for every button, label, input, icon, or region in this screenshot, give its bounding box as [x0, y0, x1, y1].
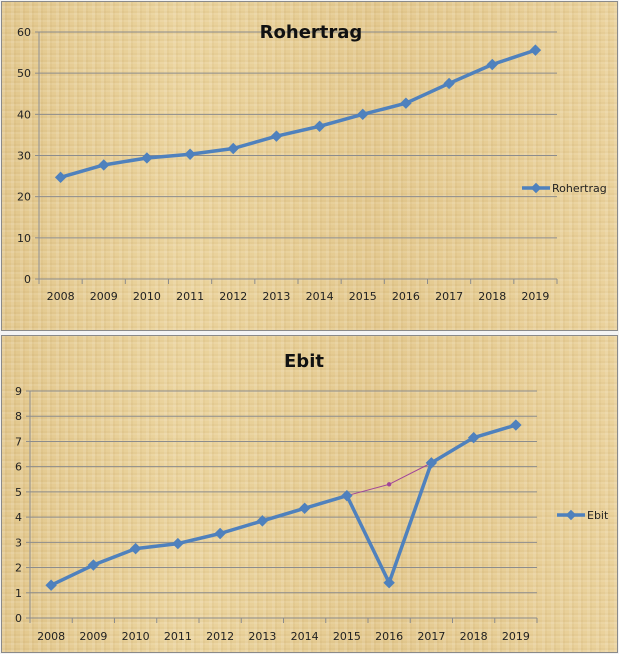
y-tick-label: 30	[17, 150, 31, 163]
data-marker	[54, 171, 67, 184]
y-tick-label: 60	[17, 26, 31, 39]
x-tick-label: 2014	[291, 630, 319, 643]
data-marker	[341, 489, 353, 502]
y-tick-label: 5	[15, 486, 22, 499]
y-tick-label: 50	[17, 67, 31, 80]
ebit-chart-panel: 0 1 2 3 4 5 6 7 8 9 2008 2009 2010 2011 2012 2013 2014 20…	[1, 335, 618, 653]
data-marker	[98, 159, 110, 171]
x-tick-label: 2011	[176, 290, 204, 303]
data-marker	[270, 130, 283, 142]
x-tick-label: 2013	[262, 290, 290, 303]
chart-title: Rohertrag	[260, 22, 363, 43]
y-tick-label: 3	[15, 536, 22, 549]
series-line	[60, 48, 536, 180]
x-tick-label: 2017	[435, 290, 463, 303]
data-marker	[129, 542, 142, 555]
x-tick-label: 2015	[349, 290, 377, 303]
x-tick-label: 2018	[478, 290, 506, 303]
legend-marker-icon	[530, 182, 542, 194]
x-tick-label: 2009	[79, 630, 107, 643]
data-marker	[486, 58, 498, 71]
data-marker	[313, 120, 326, 132]
x-tick-label: 2018	[460, 630, 488, 643]
data-marker	[425, 457, 438, 469]
chart-title: Ebit	[284, 351, 324, 372]
x-tick-label: 2010	[122, 630, 150, 643]
annotation-marker	[386, 482, 392, 487]
y-tick-label: 2	[15, 562, 22, 575]
y-tick-label: 9	[15, 385, 22, 398]
x-tick-label: 2011	[164, 630, 192, 643]
legend-label: Ebit	[587, 509, 609, 522]
data-marker	[467, 431, 480, 444]
data-marker	[227, 142, 239, 155]
series-line	[50, 423, 517, 587]
x-tick-label: 2016	[375, 630, 403, 643]
x-tick-label: 2008	[37, 630, 65, 643]
y-tick-label: 1	[15, 587, 22, 600]
x-tick-label: 2016	[392, 290, 420, 303]
y-tick-label: 6	[15, 461, 22, 474]
x-tick-label: 2009	[90, 290, 118, 303]
data-marker	[383, 576, 395, 589]
y-tick-label: 7	[15, 435, 22, 448]
data-marker	[45, 579, 57, 591]
data-marker	[141, 152, 153, 164]
y-tick-label: 4	[15, 511, 22, 524]
legend-marker-icon	[565, 509, 577, 521]
x-tick-label: 2019	[502, 630, 530, 643]
x-tick-label: 2012	[206, 630, 234, 643]
x-tick-label: 2012	[219, 290, 247, 303]
y-tick-label: 20	[17, 191, 31, 204]
y-tick-label: 40	[17, 108, 31, 121]
x-tick-label: 2010	[133, 290, 161, 303]
rohertrag-chart: 0 10 20 30 40 50 60 2008 2009 2010 2011 2012 2013 201…	[17, 22, 607, 303]
x-tick-label: 2019	[521, 290, 549, 303]
annotation-line	[346, 462, 432, 497]
x-tick-label: 2013	[248, 630, 276, 643]
data-marker	[400, 97, 412, 109]
data-marker	[357, 108, 369, 121]
y-tick-label: 8	[15, 410, 22, 423]
data-marker	[510, 419, 522, 431]
x-tick-label: 2008	[47, 290, 75, 303]
data-marker	[214, 527, 226, 540]
y-tick-label: 10	[17, 232, 31, 245]
rohertrag-chart-panel: 0 10 20 30 40 50 60 2008 2009 2010 2011 2012 2013 201…	[1, 1, 618, 331]
y-tick-label: 0	[24, 273, 31, 286]
data-marker	[172, 537, 184, 550]
data-marker	[529, 44, 542, 56]
data-marker	[87, 559, 100, 571]
data-marker	[298, 502, 311, 514]
x-tick-label: 2017	[417, 630, 445, 643]
data-marker	[443, 77, 455, 90]
data-marker	[256, 515, 269, 527]
data-marker	[184, 148, 196, 160]
legend-label: Rohertrag	[552, 182, 607, 195]
x-tick-label: 2015	[333, 630, 361, 643]
ebit-chart: 0 1 2 3 4 5 6 7 8 9 2008 2009 2010 2011 2012 2013 2014 20…	[15, 351, 609, 643]
y-tick-label: 0	[15, 612, 22, 625]
x-tick-label: 2014	[306, 290, 334, 303]
